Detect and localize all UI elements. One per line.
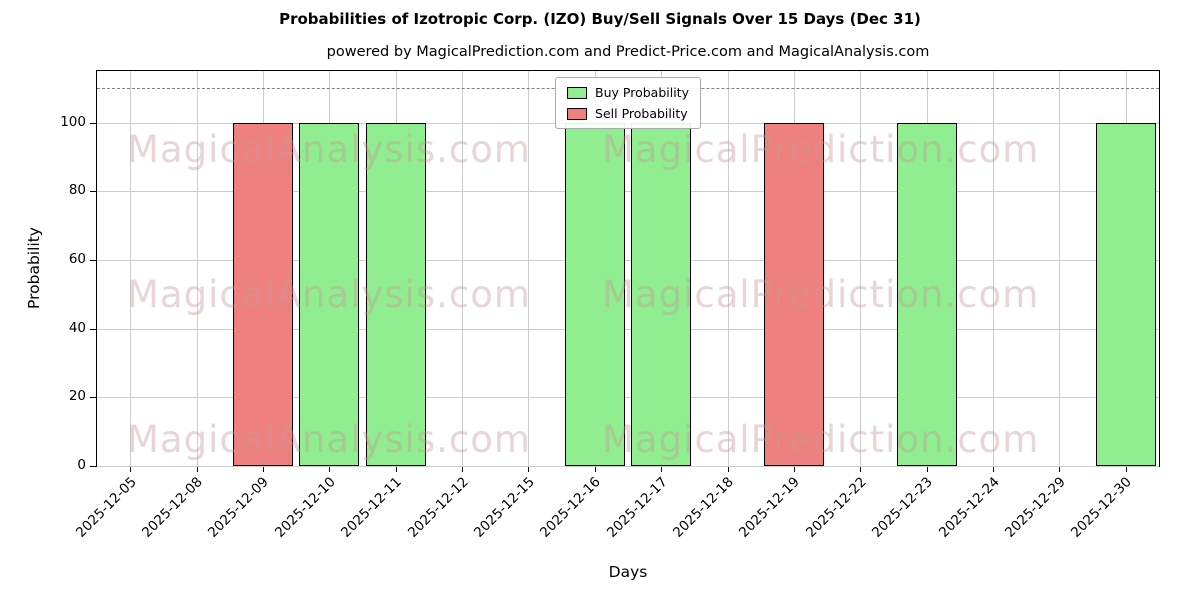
legend: Buy Probability Sell Probability (555, 77, 701, 129)
y-tick-mark (90, 397, 96, 399)
x-tick-label: 2025-12-05 (72, 474, 140, 541)
watermark-text: MagicalPrediction.com (602, 273, 1040, 316)
x-gridline (130, 71, 132, 466)
x-gridline (528, 71, 530, 466)
y-tick-label: 20 (68, 388, 86, 405)
bar-buy (299, 122, 360, 466)
x-tick-mark (727, 467, 729, 472)
x-tick-label: 2025-12-23 (869, 474, 937, 541)
x-tick-mark (993, 467, 995, 472)
x-tick-label: 2025-12-29 (1001, 474, 1069, 541)
x-tick-label: 2025-12-16 (537, 474, 605, 541)
y-tick-mark (90, 191, 96, 193)
x-tick-label: 2025-12-08 (139, 474, 206, 541)
x-gridline (1059, 71, 1061, 466)
x-tick-label: 2025-12-09 (205, 474, 273, 541)
x-tick-label: 2025-12-11 (338, 474, 406, 541)
chart-title: Probabilities of Izotropic Corp. (IZO) B… (279, 10, 921, 28)
y-gridline (97, 397, 1159, 399)
x-tick-label: 2025-12-18 (670, 474, 737, 541)
x-tick-label: 2025-12-15 (470, 474, 538, 541)
x-tick-mark (926, 467, 928, 472)
x-tick-mark (262, 467, 264, 472)
legend-entry: Buy Probability (567, 85, 689, 100)
x-gridline (993, 71, 995, 466)
y-tick-mark (90, 122, 96, 124)
x-gridline (860, 71, 862, 466)
x-tick-mark (1125, 467, 1127, 472)
watermark-text: MagicalPrediction.com (602, 418, 1040, 461)
bar-sell (764, 122, 824, 466)
legend-entry: Sell Probability (567, 106, 689, 121)
y-gridline (97, 328, 1159, 330)
y-axis-label: Probability (25, 227, 43, 309)
x-gridline (462, 71, 464, 466)
x-gridline (196, 71, 198, 466)
watermark-text: MagicalAnalysis.com (127, 273, 531, 316)
x-tick-mark (196, 467, 198, 472)
watermark-text: MagicalPrediction.com (602, 128, 1040, 171)
bar-buy (365, 122, 426, 466)
x-tick-label: 2025-12-19 (736, 474, 804, 541)
y-tick-mark (90, 328, 96, 330)
x-tick-label: 2025-12-10 (271, 474, 339, 541)
x-tick-mark (329, 467, 331, 472)
y-tick-mark (90, 259, 96, 261)
chart-subtitle: powered by MagicalPrediction.com and Pre… (326, 44, 930, 60)
y-gridline (97, 466, 1159, 467)
y-tick-label: 0 (77, 457, 86, 473)
bar-buy (564, 122, 625, 466)
x-gridline (727, 71, 729, 466)
x-tick-mark (395, 467, 397, 472)
legend-label: Buy Probability (595, 85, 689, 100)
y-tick-label: 40 (68, 319, 86, 336)
bar-buy (631, 122, 692, 466)
x-axis-label: Days (608, 563, 648, 581)
x-tick-label: 2025-12-24 (935, 474, 1003, 541)
watermark-text: MagicalAnalysis.com (127, 128, 531, 171)
y-gridline (97, 259, 1159, 261)
x-tick-mark (462, 467, 464, 472)
legend-swatch (567, 107, 588, 120)
x-tick-label: 2025-12-30 (1068, 474, 1136, 541)
x-tick-label: 2025-12-17 (603, 474, 671, 541)
x-tick-mark (594, 467, 596, 472)
x-tick-mark (130, 467, 132, 472)
x-tick-mark (1059, 467, 1061, 472)
x-tick-mark (793, 467, 795, 472)
x-tick-mark (661, 467, 663, 472)
y-tick-label: 60 (68, 250, 86, 267)
y-tick-label: 80 (68, 182, 86, 199)
x-tick-label: 2025-12-22 (802, 474, 870, 541)
y-tick-label: 100 (60, 113, 86, 130)
bar-buy (1095, 122, 1156, 466)
bar-buy (896, 122, 957, 466)
legend-label: Sell Probability (595, 106, 688, 121)
watermark-text: MagicalAnalysis.com (127, 418, 531, 461)
y-tick-mark (90, 466, 96, 467)
x-tick-label: 2025-12-12 (404, 474, 472, 541)
plot-area: MagicalAnalysis.com MagicalPrediction.com… (96, 70, 1160, 467)
y-gridline (97, 191, 1159, 193)
x-tick-mark (860, 467, 862, 472)
legend-swatch (567, 86, 588, 99)
bar-sell (233, 122, 293, 466)
x-tick-mark (528, 467, 530, 472)
